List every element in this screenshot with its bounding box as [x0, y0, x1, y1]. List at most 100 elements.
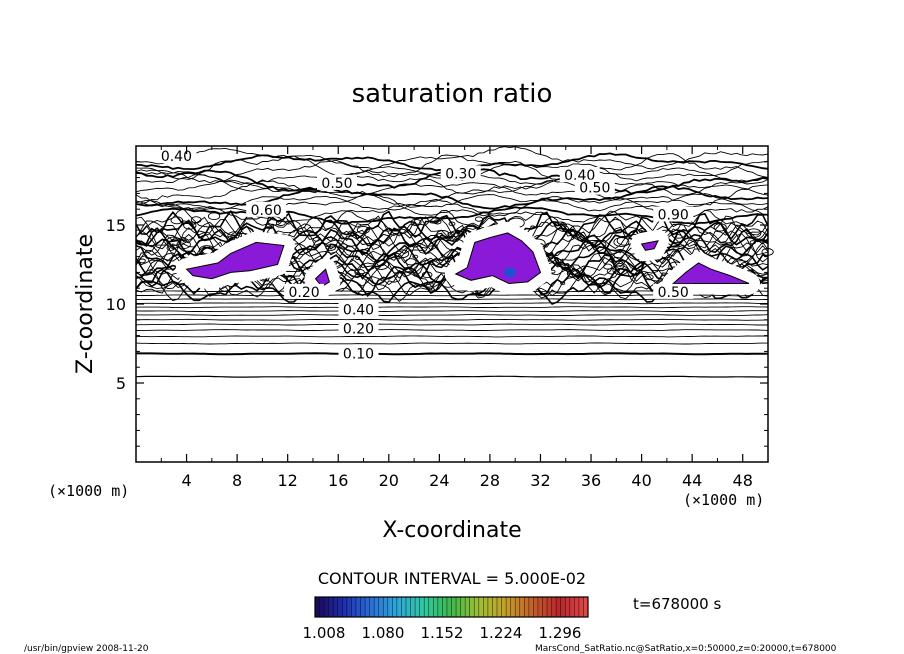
colorbar-swatch — [328, 597, 334, 617]
saturated-region-patch-5 — [671, 262, 750, 284]
colorbar-swatch — [542, 597, 548, 617]
colorbar-swatch — [365, 597, 370, 617]
colorbar-swatch — [510, 597, 516, 617]
x-tick-label: 36 — [581, 471, 601, 490]
colorbar-swatch — [451, 597, 457, 617]
contour-loop — [275, 219, 286, 226]
colorbar-swatch — [560, 597, 566, 617]
contour-loop — [325, 244, 337, 251]
colorbar-swatch — [556, 597, 561, 617]
colorbar-swatch — [424, 597, 430, 617]
contour-loop — [612, 265, 629, 276]
contour-line — [135, 375, 769, 378]
colorbar-tick-label: 1.224 — [480, 624, 523, 642]
colorbar-swatch — [406, 597, 411, 617]
contour-loop — [474, 216, 483, 222]
x-axis-unit-left: (×1000 m) — [48, 482, 129, 500]
colorbar-swatch — [419, 597, 425, 617]
contour-loop — [638, 228, 647, 233]
contour-label: 0.50 — [579, 181, 610, 197]
contour-loop — [554, 221, 567, 230]
contour-label: 0.30 — [445, 166, 476, 182]
chart-title: saturation ratio — [352, 79, 553, 109]
contour-label: 0.40 — [161, 149, 192, 165]
contour-label-bg — [317, 174, 357, 190]
colorbar-swatch — [369, 597, 375, 617]
colorbar-swatch — [437, 597, 443, 617]
colorbar-swatch — [551, 597, 557, 617]
contour-loop — [424, 281, 434, 288]
colorbar-swatch — [487, 597, 493, 617]
colorbar-swatch — [583, 597, 589, 617]
contour-label: 0.40 — [343, 302, 374, 318]
colorbar-swatch — [319, 597, 325, 617]
contour-loop — [530, 225, 536, 229]
contour-line — [135, 306, 769, 309]
colorbar-swatch — [547, 597, 552, 617]
colorbar-tick-label: 1.152 — [421, 624, 464, 642]
x-tick-label: 24 — [429, 471, 449, 490]
colorbar-swatch — [569, 597, 575, 617]
colorbar-swatch — [333, 597, 339, 617]
contour-label-bg — [338, 345, 379, 361]
contour-label-bg — [559, 167, 600, 182]
contour-loop — [395, 249, 410, 259]
colorbar-swatch — [533, 597, 539, 617]
contour-loop — [405, 258, 417, 266]
footer-right: MarsCond_SatRatio.nc@SatRatio,x=0:50000,… — [535, 644, 837, 654]
colorbar-swatch — [446, 597, 452, 617]
colorbar-swatch — [574, 597, 580, 617]
contour-loop — [433, 219, 442, 225]
contour-loop — [354, 268, 365, 276]
colorbar-swatch — [565, 597, 571, 617]
x-tick-label: 44 — [682, 471, 702, 490]
contour-label: 0.90 — [658, 208, 689, 224]
contour-label-bg — [246, 201, 287, 217]
contour-line — [135, 352, 769, 356]
colorbar-swatch — [537, 597, 543, 617]
colorbar-swatch — [346, 597, 352, 617]
contour-loop — [448, 221, 456, 227]
colorbar-swatch — [337, 597, 343, 617]
y-tick-label: 5 — [116, 374, 126, 393]
x-tick-label: 16 — [328, 471, 348, 490]
supersaturation-fills — [175, 221, 760, 298]
x-tick-label: 20 — [379, 471, 399, 490]
contour-loop — [613, 237, 630, 248]
footer-left: /usr/bin/gpview 2008-11-20 — [24, 644, 149, 654]
contour-loop — [450, 230, 461, 238]
colorbar-swatch — [396, 597, 402, 617]
colorbar-swatch — [497, 597, 502, 617]
colorbar-swatch — [578, 597, 584, 617]
colorbar-swatch — [360, 597, 366, 617]
contour-label-bg — [653, 283, 694, 299]
contour-loop — [166, 245, 176, 251]
contour-interval: CONTOUR INTERVAL = 5.000E-02 — [318, 569, 586, 588]
contour-line — [135, 329, 769, 331]
colorbar-swatch — [410, 597, 416, 617]
contour-line — [135, 342, 768, 345]
plot-area: 0.400.500.30 0.400.500.60 0.900.20 0.500.40… — [106, 145, 774, 490]
colorbar-swatch — [492, 597, 498, 617]
x-tick-label: 8 — [232, 471, 242, 490]
contour-line — [135, 314, 769, 316]
saturation-core — [504, 267, 517, 278]
x-tick-label: 12 — [278, 471, 298, 490]
contour-line — [135, 179, 769, 208]
contour-label-bg — [338, 301, 379, 317]
x-tick-label: 32 — [530, 471, 550, 490]
contour-loop — [170, 216, 184, 225]
contour-label-bg — [574, 179, 615, 195]
y-tick-label: 10 — [106, 295, 126, 314]
contour-label-bg — [284, 283, 325, 299]
contour-line — [135, 185, 769, 210]
x-tick-label: 4 — [181, 471, 191, 490]
colorbar-tick-label: 1.008 — [303, 624, 346, 642]
saturated-region-patch-3 — [454, 232, 542, 285]
colorbar-swatch — [528, 597, 534, 617]
contour-loop — [312, 237, 321, 242]
contour-line — [135, 302, 768, 305]
contour-loop — [421, 271, 433, 279]
contour-loop — [355, 256, 361, 260]
